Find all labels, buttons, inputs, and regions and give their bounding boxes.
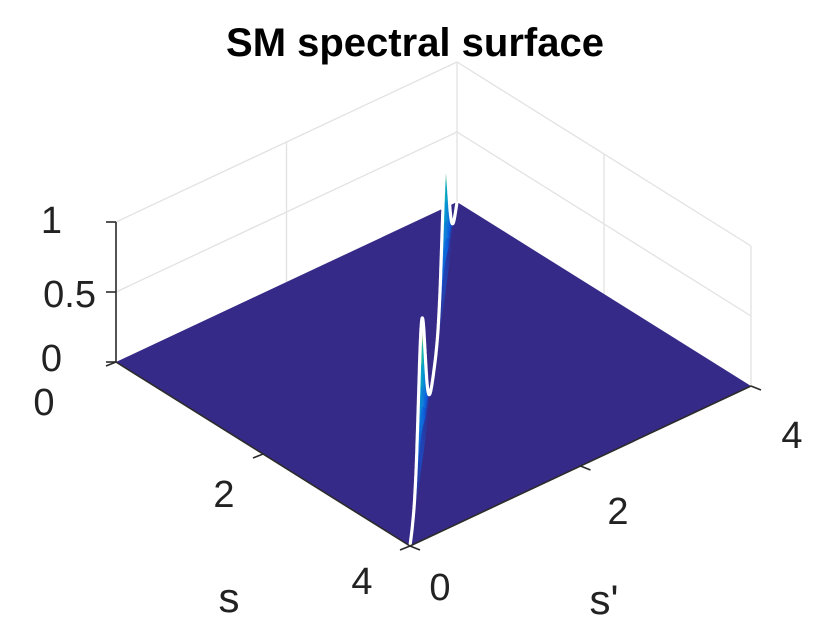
surface-layer — [116, 158, 751, 547]
s-prime-axis-tick — [409, 545, 421, 551]
s-axis-label: s — [219, 574, 240, 621]
grid-layer — [115, 61, 752, 386]
s-prime-axis-tick — [580, 465, 591, 471]
grid-top-edge — [115, 61, 752, 247]
s-prime-axis-tick-label: 4 — [781, 415, 802, 457]
axis-layer — [105, 221, 762, 551]
s-prime-axis-tick — [750, 385, 762, 391]
ridge-line — [408, 158, 459, 547]
s-axis-tick — [252, 453, 264, 459]
z-axis-tick-label: 0.5 — [43, 274, 96, 316]
z-axis-tick-label: 0 — [41, 338, 62, 380]
chart-title: SM spectral surface — [226, 21, 604, 65]
s-axis-tick — [399, 545, 411, 551]
s-axis-tick-label: 0 — [33, 382, 54, 424]
z-axis-tick-label: 1 — [41, 200, 62, 242]
s-axis-tick-label: 4 — [351, 561, 372, 603]
s-prime-axis-tick-label: 2 — [607, 491, 628, 533]
s-axis-tick-label: 2 — [213, 474, 234, 516]
grid-z-line — [115, 131, 752, 317]
s-prime-axis-tick-label: 0 — [429, 567, 450, 609]
s-prime-axis-label: s' — [589, 576, 618, 623]
